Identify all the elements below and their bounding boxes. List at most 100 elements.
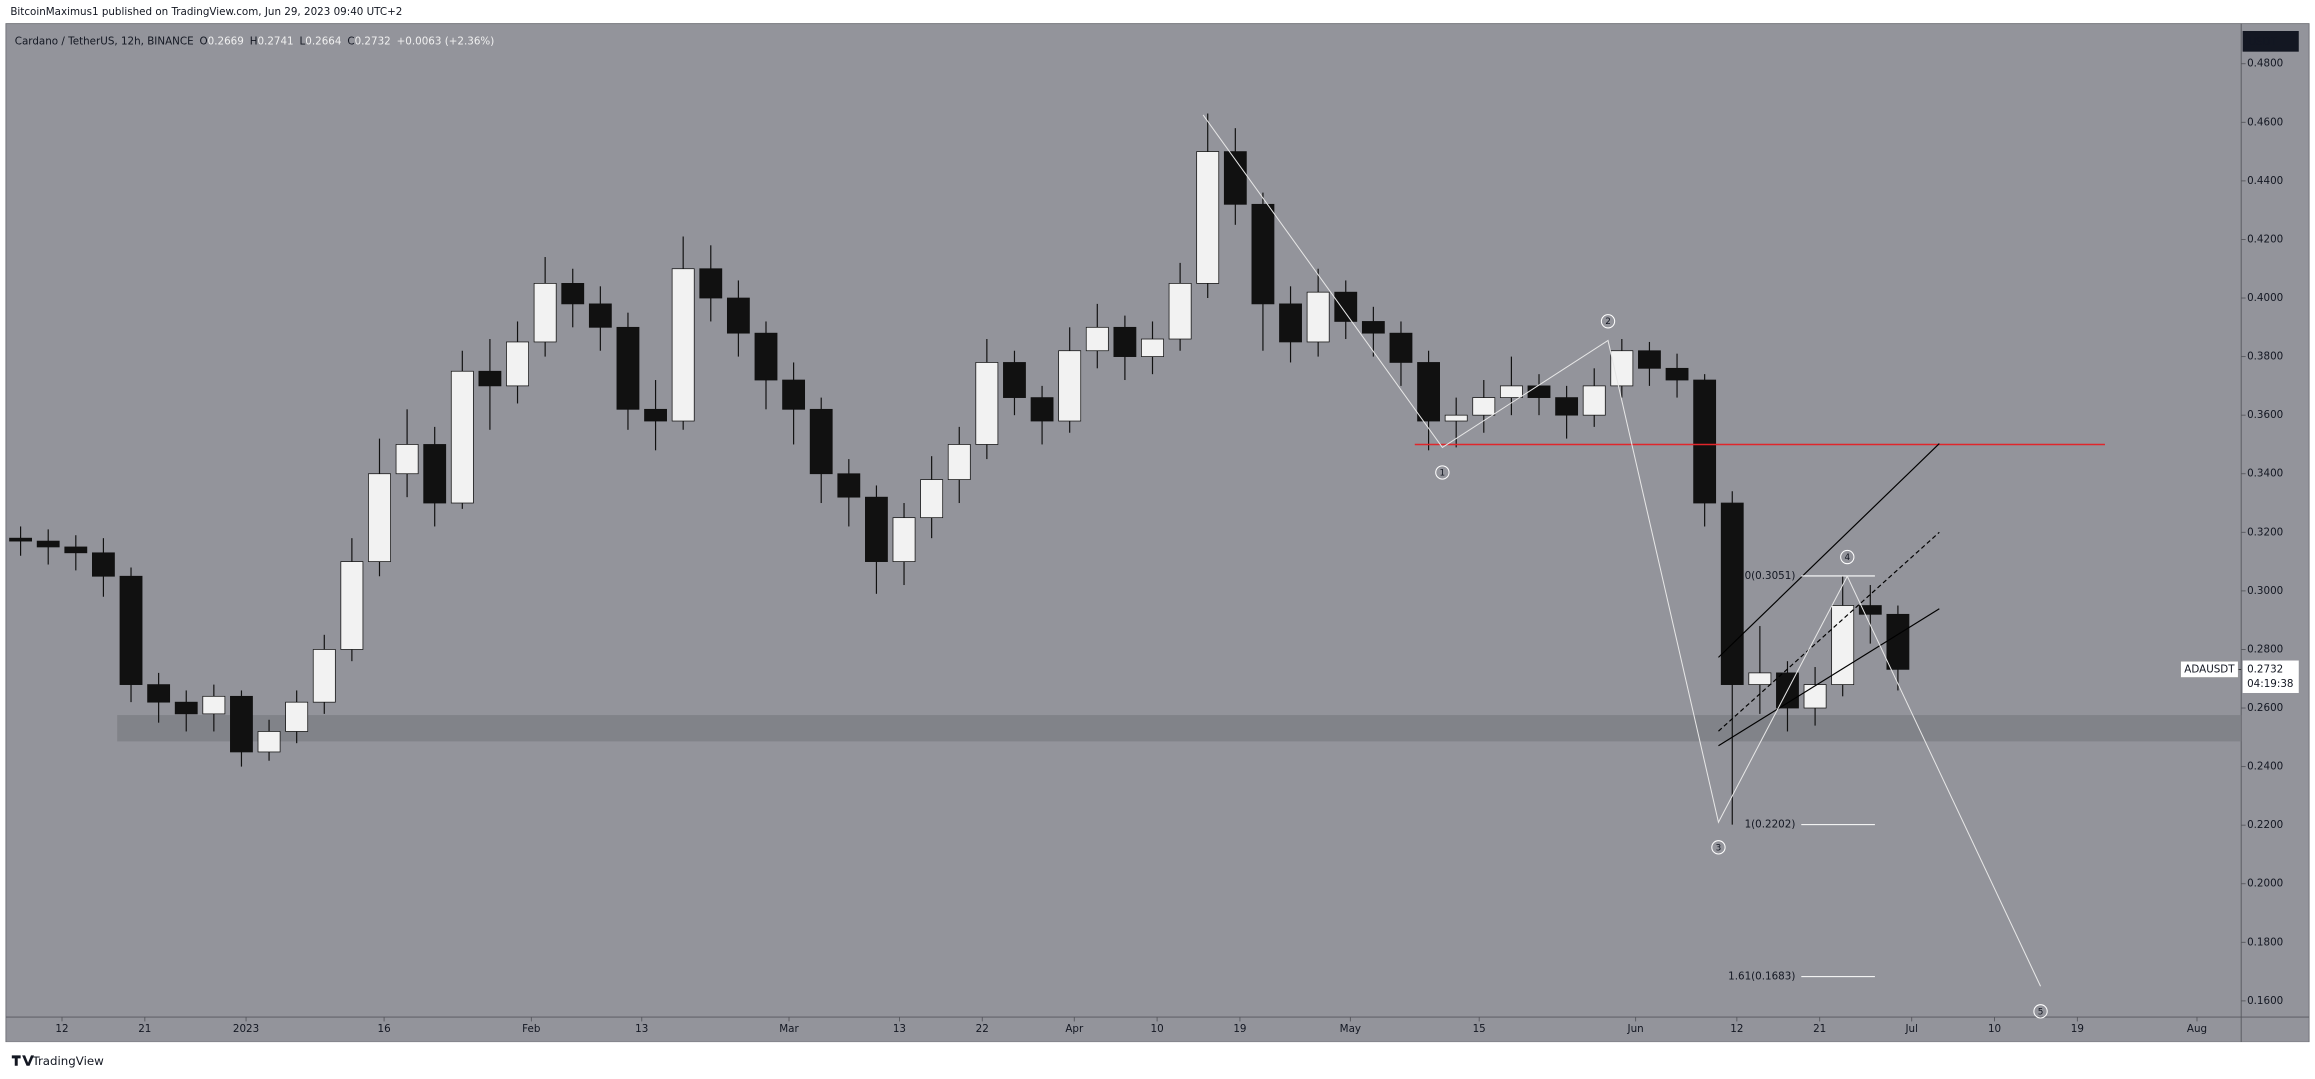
candle-body <box>147 684 171 703</box>
header: BitcoinMaximus1 published on TradingView… <box>10 6 402 18</box>
x-tick-label: Feb <box>522 1023 540 1035</box>
channel-lower <box>1718 608 1940 747</box>
y-tick-label: 0.3400 <box>2247 468 2283 480</box>
y-tick-label: 0.2400 <box>2247 761 2283 773</box>
candle-body <box>1858 605 1882 615</box>
candle-body <box>588 303 612 328</box>
legend-key: L <box>300 35 306 47</box>
candle-body <box>1223 151 1247 205</box>
candle-body <box>1113 326 1137 357</box>
candle-body <box>1251 203 1275 305</box>
candle-body <box>1334 291 1358 322</box>
y-tick-label: 0.3000 <box>2247 585 2283 597</box>
fib-label: 1.61(0.1683) <box>1728 971 1795 983</box>
candle-body <box>1306 291 1330 343</box>
candle-body <box>1803 684 1827 709</box>
y-tick-label: 0.2000 <box>2247 878 2283 890</box>
y-tick-label: 0.2200 <box>2247 819 2283 831</box>
x-tick-label: 15 <box>1473 1023 1486 1035</box>
x-tick-label: May <box>1340 1023 1361 1035</box>
candle-body <box>644 408 667 422</box>
wave-label: 2 <box>1605 317 1611 327</box>
legend-value: 0.2664 <box>305 35 341 47</box>
wave-label: 4 <box>1844 553 1850 563</box>
header-bar <box>0 0 2315 24</box>
candle-body <box>1417 362 1440 422</box>
channel-upper <box>1718 443 1940 658</box>
x-tick-label: 21 <box>138 1023 151 1035</box>
candle-body <box>1196 151 1220 284</box>
x-tick-label: Aug <box>2187 1023 2207 1035</box>
candle-body <box>975 362 999 445</box>
candle-body <box>257 731 281 753</box>
x-tick-label: 16 <box>378 1023 391 1035</box>
price-badge <box>2242 660 2299 693</box>
x-tick-label: 22 <box>976 1023 989 1035</box>
price-label: 0.2732 <box>2247 663 2283 675</box>
candle-body <box>616 326 640 410</box>
candle-body <box>36 540 60 548</box>
candle-body <box>1638 350 1661 369</box>
candle-body <box>368 473 391 562</box>
x-tick-label: 19 <box>1233 1023 1246 1035</box>
candle-body <box>561 283 585 305</box>
plot: 0(0.3051) 1(0.2202) 1.61(0.1683) 1 2 3 4 5 <box>9 113 2242 1019</box>
candle-body <box>1499 385 1523 398</box>
channel-middle <box>1718 531 1940 732</box>
candle-body <box>478 370 502 387</box>
candle-body <box>285 701 309 732</box>
candle-body <box>1555 397 1579 416</box>
y-tick-label: 0.3800 <box>2247 351 2283 363</box>
candle-body <box>1693 379 1717 504</box>
candle-body <box>450 370 474 504</box>
y-tick-label: 0.4600 <box>2247 116 2283 128</box>
countdown-label: 04:19:38 <box>2247 678 2293 690</box>
wave-marker <box>2033 1004 2048 1019</box>
fib-label: 1(0.2202) <box>1745 819 1796 831</box>
candle-body <box>1527 385 1551 398</box>
candle-body <box>1748 672 1772 685</box>
candle-body <box>754 332 778 381</box>
candle-body <box>1168 283 1192 340</box>
x-tick-label: 12 <box>1730 1023 1743 1035</box>
candle-body <box>809 408 833 475</box>
footer: TradingView <box>31 1054 104 1068</box>
x-tick-label: 2023 <box>233 1023 259 1035</box>
wave-label: 3 <box>1716 843 1722 853</box>
support-zone <box>117 715 2242 742</box>
candle-body <box>671 268 695 422</box>
x-tick-label: 19 <box>2071 1023 2084 1035</box>
candle-body <box>1582 385 1606 416</box>
candle-body <box>1279 303 1302 343</box>
wave-label: 1 <box>1440 468 1446 478</box>
footer-bar <box>0 1042 2315 1079</box>
candle-body <box>920 479 944 519</box>
logo <box>11 1055 34 1066</box>
candle-body <box>699 268 723 299</box>
y-tick-label: 0.1800 <box>2247 936 2283 948</box>
candle-body <box>312 649 336 703</box>
fib-label: 0(0.3051) <box>1745 570 1796 582</box>
y-tick-label: 0.3600 <box>2247 409 2283 421</box>
candle-body <box>1720 502 1744 685</box>
y-tick-label: 0.4800 <box>2247 58 2283 70</box>
legend-value: 0.2732 <box>355 35 391 47</box>
candle-body <box>1003 362 1026 398</box>
legend-change: +0.0063 (+2.36%) <box>397 35 495 47</box>
x-tick-label: 10 <box>1151 1023 1164 1035</box>
symbol-badge <box>2180 660 2239 678</box>
candle-body <box>9 537 33 542</box>
candle-body <box>1886 613 1910 670</box>
candle-body <box>726 297 750 334</box>
legend-value: 0.2669 <box>208 35 244 47</box>
wave-path <box>1202 114 2042 987</box>
candle-body <box>1665 367 1689 381</box>
candle-body <box>1831 605 1855 685</box>
candle-body <box>506 341 529 387</box>
x-tick-label: Jul <box>1904 1023 1917 1035</box>
wave-marker <box>1711 840 1726 855</box>
chart-pane <box>5 23 2310 1043</box>
x-tick-label: 12 <box>55 1023 68 1035</box>
